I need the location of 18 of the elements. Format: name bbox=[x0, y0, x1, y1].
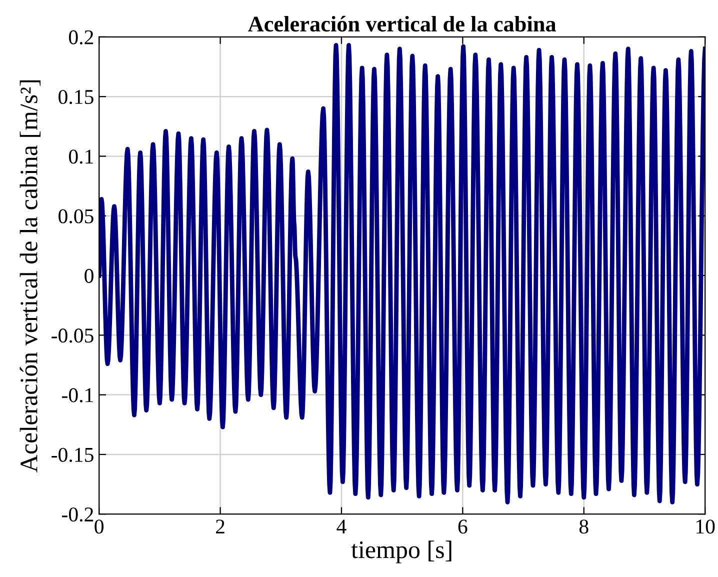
y-tick-label: 0.1 bbox=[68, 150, 93, 164]
chart-title: Aceleración vertical de la cabina bbox=[248, 16, 556, 32]
y-tick-label: -0.15 bbox=[52, 448, 94, 462]
x-tick-label: 8 bbox=[579, 520, 588, 534]
x-tick-label: 10 bbox=[696, 520, 715, 534]
y-axis-title: Aceleración vertical de la cabina [m/s²] bbox=[20, 80, 41, 472]
y-tick-label: 0 bbox=[84, 268, 94, 283]
y-tick-label: -0.1 bbox=[62, 388, 93, 402]
x-tick-label: 4 bbox=[336, 520, 346, 534]
x-tick-label: 2 bbox=[216, 520, 224, 534]
y-tick-label: 0.15 bbox=[58, 90, 94, 104]
y-tick-label: -0.2 bbox=[62, 507, 94, 522]
x-tick-label: 6 bbox=[458, 520, 468, 534]
x-tick-label: 0 bbox=[94, 520, 104, 534]
y-tick-label: 0.05 bbox=[58, 209, 94, 224]
y-tick-label: 0.2 bbox=[68, 30, 94, 44]
x-axis-title: tiempo [s] bbox=[351, 540, 452, 564]
y-tick-label: -0.05 bbox=[52, 328, 94, 343]
